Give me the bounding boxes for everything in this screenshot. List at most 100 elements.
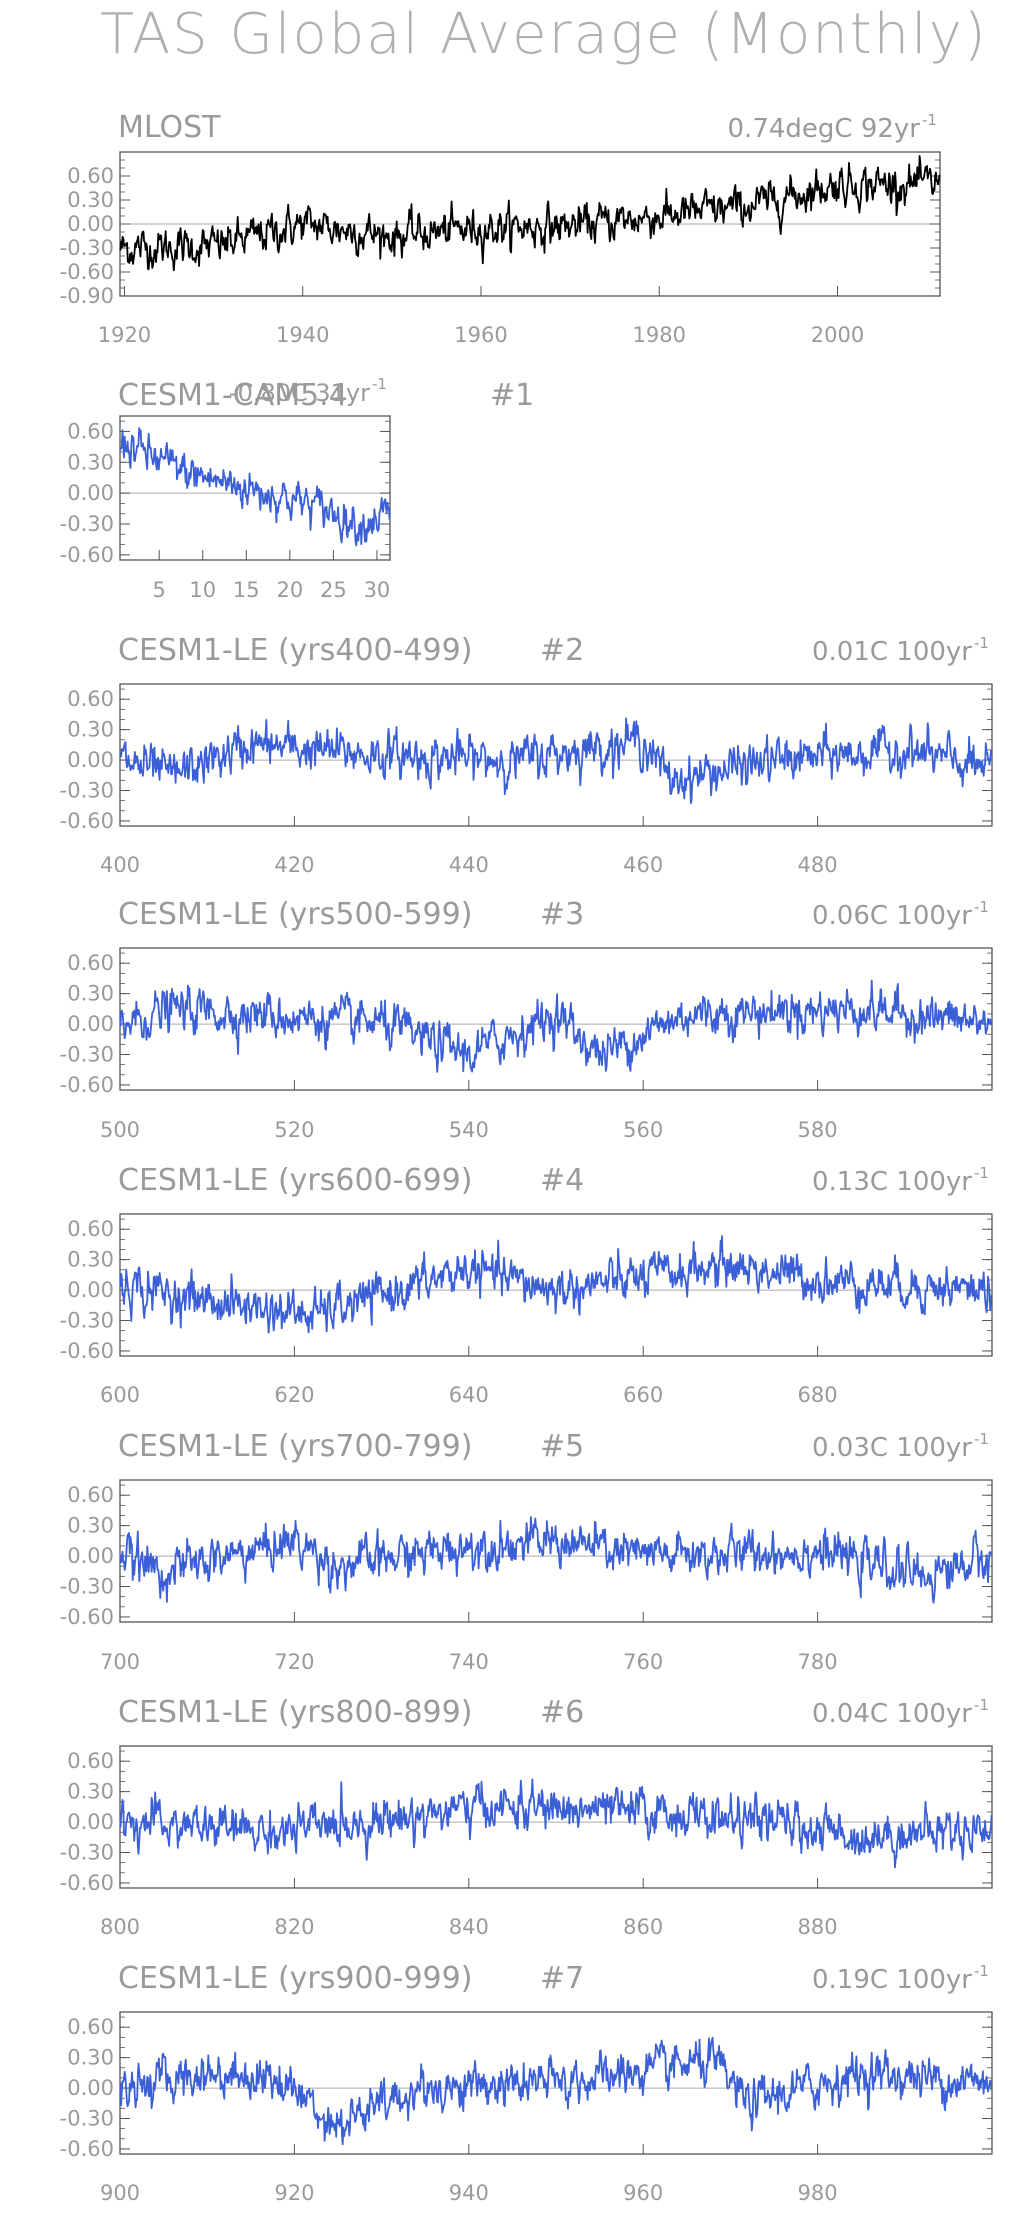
x-tick-label: 960: [623, 2181, 663, 2205]
trend-label: 0.01C 100yr: [812, 637, 972, 667]
x-tick-label: 600: [100, 1383, 140, 1407]
x-tick-label: 400: [100, 853, 140, 877]
y-tick-label: 0.00: [67, 1544, 114, 1568]
x-tick-label: 820: [274, 1915, 314, 1939]
x-tick-label: 620: [274, 1383, 314, 1407]
x-tick-label: 760: [623, 1650, 663, 1674]
y-tick-label: 0.00: [67, 1810, 114, 1834]
series-line: [119, 1235, 993, 1334]
x-tick-label: 1980: [633, 323, 686, 347]
x-tick-label: 740: [449, 1650, 489, 1674]
x-tick-label: 640: [449, 1383, 489, 1407]
x-tick-label: 880: [798, 1915, 838, 1939]
plot-frame: [119, 1213, 993, 1357]
y-tick-label: 0.60: [67, 951, 114, 975]
chart-panel-2: 0.60 0.30 0.00 -0.30 -0.60 5 10 15 20 25 30 CESM1-C…: [60, 375, 535, 602]
x-tick-label: 560: [623, 1118, 663, 1142]
series-line: [119, 2036, 993, 2146]
y-tick-label: 0.60: [67, 419, 114, 443]
y-tick-label: -0.30: [60, 1575, 114, 1599]
member-label: #6: [540, 1695, 584, 1730]
x-tick-label: 2000: [811, 323, 864, 347]
y-tick-label: 0.60: [67, 1749, 114, 1773]
x-tick-label: 1940: [276, 323, 329, 347]
y-tick-label: 0.00: [67, 212, 114, 236]
y-tick-label: 0.30: [67, 1780, 114, 1804]
y-tick-label: 0.00: [67, 481, 114, 505]
x-tick-label: 460: [623, 853, 663, 877]
y-tick-label: -0.60: [60, 809, 114, 833]
trend-label: 0.74degC 92yr: [728, 114, 921, 144]
x-tick-label: 940: [449, 2181, 489, 2205]
panel-title: CESM1-LE (yrs800-899): [118, 1695, 472, 1730]
y-tick-label: -0.60: [60, 1871, 114, 1895]
x-tick-label: 1920: [98, 323, 151, 347]
member-label: #4: [540, 1163, 584, 1198]
panel-title: CESM1-LE (yrs600-699): [118, 1163, 472, 1198]
y-tick-label: 0.60: [67, 164, 114, 188]
y-tick-label: -0.90: [60, 284, 114, 308]
member-label: #7: [540, 1961, 584, 1996]
x-tick-label: 680: [798, 1383, 838, 1407]
y-tick-label: 0.60: [67, 1483, 114, 1507]
member-label: #2: [540, 633, 584, 668]
y-tick-label: -0.60: [60, 2137, 114, 2161]
y-tick-label: -0.60: [60, 1073, 114, 1097]
plot-frame: [119, 1479, 993, 1623]
y-tick-label: 0.60: [67, 2015, 114, 2039]
x-tick-label: 25: [320, 578, 347, 602]
y-tick-label: -0.60: [60, 260, 114, 284]
y-tick-label: 0.30: [67, 1248, 114, 1272]
y-tick-label: -0.30: [60, 1841, 114, 1865]
chart-panel-8: 0.60 0.30 0.00 -0.30 -0.60 900 920 940 960 980 CES…: [60, 1961, 993, 2205]
panel-title: CESM1-LE (yrs900-999): [118, 1961, 472, 1996]
y-tick-label: 0.30: [67, 2046, 114, 2070]
x-tick-label: 1960: [454, 323, 507, 347]
member-label: #3: [540, 897, 584, 932]
trend-superscript: -1: [372, 375, 387, 393]
panel-title: CESM1-LE (yrs400-499): [118, 633, 472, 668]
series-line: [119, 717, 993, 805]
y-tick-label: 0.60: [67, 687, 114, 711]
panel-title: CESM1-CAM5.4: [118, 378, 348, 413]
member-label: #5: [540, 1429, 584, 1464]
x-tick-label: 10: [189, 578, 216, 602]
trend-superscript: -1: [974, 1962, 989, 1980]
x-tick-label: 840: [449, 1915, 489, 1939]
chart-panel-3: 0.60 0.30 0.00 -0.30 -0.60 400 420 440 460 480 CES…: [60, 633, 993, 877]
y-tick-label: 0.00: [67, 748, 114, 772]
x-tick-label: 500: [100, 1118, 140, 1142]
x-tick-label: 920: [274, 2181, 314, 2205]
series-line: [119, 155, 941, 272]
page-title: TAS Global Average (Monthly): [100, 2, 988, 67]
y-tick-label: 0.30: [67, 982, 114, 1006]
y-tick-label: -0.60: [60, 1339, 114, 1363]
trend-superscript: -1: [974, 1696, 989, 1714]
y-tick-label: -0.60: [60, 1605, 114, 1629]
series-line: [119, 1516, 993, 1604]
chart-panel-1: 0.600.300.00-0.30-0.60-0.90 1920 1940 1960 1…: [60, 110, 941, 347]
series-line: [119, 979, 993, 1073]
x-tick-label: 580: [798, 1118, 838, 1142]
y-tick-label: 0.30: [67, 450, 114, 474]
chart-panel-7: 0.60 0.30 0.00 -0.30 -0.60 800 820 840 860 880 CES…: [60, 1695, 993, 1939]
x-tick-label: 440: [449, 853, 489, 877]
trend-label: 0.03C 100yr: [812, 1433, 972, 1463]
y-tick-label: 0.00: [67, 2076, 114, 2100]
chart-panel-5: 0.60 0.30 0.00 -0.30 -0.60 600 620 640 660 680 CES…: [60, 1163, 993, 1407]
trend-label: 0.04C 100yr: [812, 1699, 972, 1729]
x-tick-label: 15: [233, 578, 260, 602]
y-tick-label: -0.30: [60, 779, 114, 803]
panel-title: CESM1-LE (yrs700-799): [118, 1429, 472, 1464]
trend-label: -0.80C 31yr: [229, 379, 370, 407]
x-tick-label: 420: [274, 853, 314, 877]
x-tick-label: 520: [274, 1118, 314, 1142]
x-tick-label: 660: [623, 1383, 663, 1407]
y-tick-label: 0.00: [67, 1278, 114, 1302]
y-tick-label: -0.30: [60, 236, 114, 260]
trend-superscript: -1: [974, 634, 989, 652]
trend-label: 0.13C 100yr: [812, 1167, 972, 1197]
y-tick-label: -0.30: [60, 1309, 114, 1333]
member-label: #1: [490, 378, 534, 413]
trend-label: 0.06C 100yr: [812, 901, 972, 931]
